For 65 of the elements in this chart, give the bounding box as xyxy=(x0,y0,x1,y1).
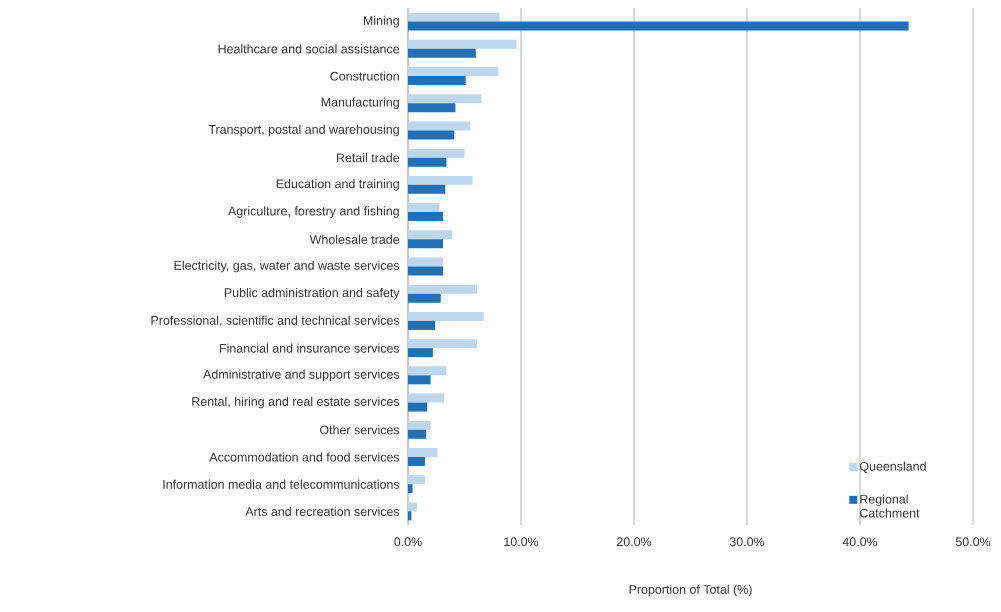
bar xyxy=(408,12,500,22)
y-tick-label: Other services xyxy=(319,425,400,435)
bar xyxy=(408,203,440,213)
y-tick-label: Accommodation and food services xyxy=(209,452,400,462)
bar xyxy=(408,21,909,31)
bar xyxy=(408,175,473,185)
y-tick-label: Public administration and safety xyxy=(224,287,400,300)
bar xyxy=(408,212,444,222)
bar xyxy=(408,67,499,77)
bar xyxy=(408,121,471,131)
legend-label: Queensland xyxy=(859,461,926,473)
bar xyxy=(408,103,456,113)
bar xyxy=(408,420,431,430)
x-tick-label: 30.0% xyxy=(729,537,765,547)
y-tick-label: Agriculture, forestry and fishing xyxy=(228,206,399,218)
bar xyxy=(408,502,418,512)
x-tick-label: 0.0% xyxy=(394,537,422,547)
bar xyxy=(408,456,425,466)
bar xyxy=(408,239,444,249)
bar xyxy=(408,339,477,349)
bar xyxy=(408,475,425,485)
x-tick-label: 10.0% xyxy=(504,537,539,547)
bar xyxy=(408,311,484,321)
bar xyxy=(408,48,476,58)
y-tick-label: Professional, scientific and technical services xyxy=(151,315,400,327)
bar xyxy=(408,366,447,376)
y-tick-label: Retail trade xyxy=(336,153,400,163)
y-tick-label: Healthcare and social assistance xyxy=(218,44,400,54)
bar xyxy=(408,348,433,358)
y-tick-label: Mining xyxy=(363,15,399,28)
bar xyxy=(408,484,413,494)
bar xyxy=(408,94,482,104)
bar xyxy=(408,375,431,385)
bar xyxy=(408,257,444,267)
bar xyxy=(408,230,453,240)
bar xyxy=(408,157,447,167)
y-tick-label: Electricity, gas, water and waste services xyxy=(174,260,400,273)
x-tick-label: 50.0% xyxy=(955,537,991,547)
bar xyxy=(408,293,441,303)
y-tick-label: Manufacturing xyxy=(321,97,399,110)
bar xyxy=(408,402,428,412)
y-tick-label: Arts and recreation services xyxy=(245,506,400,516)
bar xyxy=(408,130,455,140)
bar xyxy=(408,284,477,294)
y-tick-label: Financial and insurance services xyxy=(220,343,400,353)
y-tick-label: Administrative and support services xyxy=(203,369,400,382)
bar xyxy=(408,320,436,330)
y-tick-label: Transport, postal and warehousing xyxy=(208,124,399,137)
y-tick-label: Information media and telecommunications xyxy=(163,479,400,489)
bar xyxy=(408,429,427,439)
bar xyxy=(408,448,438,457)
y-tick-label: Education and training xyxy=(276,179,399,191)
bar xyxy=(408,511,412,521)
x-tick-label: 20.0% xyxy=(616,537,652,547)
legend-label: Regional Catchment xyxy=(859,494,920,518)
y-tick-label: Wholesale trade xyxy=(309,234,400,244)
x-axis-title: Proportion of Total (%) xyxy=(629,584,752,597)
bar xyxy=(408,184,446,194)
bar xyxy=(408,76,466,86)
x-tick-label: 40.0% xyxy=(842,537,878,547)
bar xyxy=(408,393,445,403)
y-tick-label: Rental, hiring and real estate services xyxy=(192,396,400,409)
bar xyxy=(408,39,517,49)
y-tick-label: Construction xyxy=(330,71,399,81)
bar xyxy=(408,148,465,158)
